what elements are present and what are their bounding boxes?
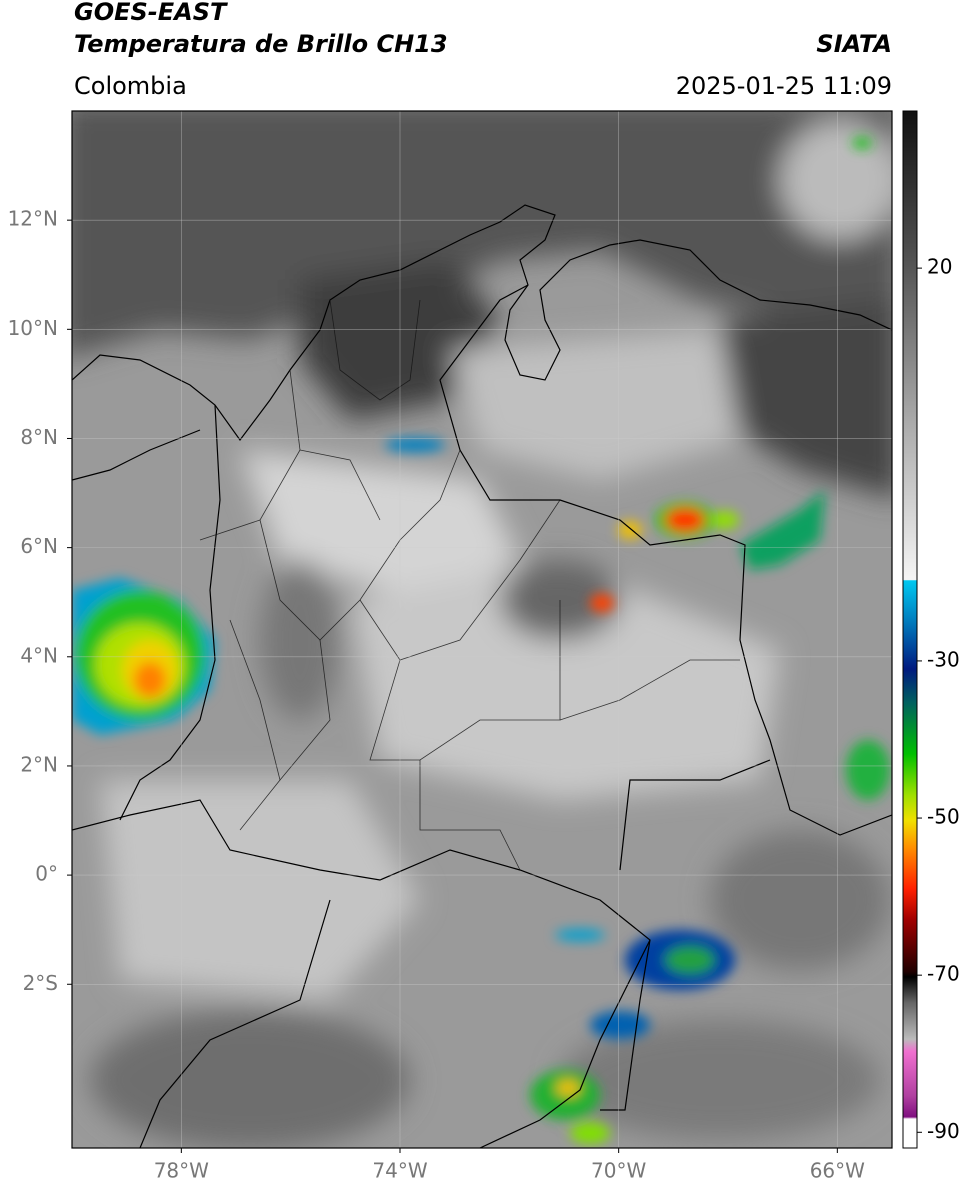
colorbar-tick-label: -90	[927, 1119, 960, 1143]
cloud-field	[72, 111, 892, 1148]
map-frame	[71, 110, 893, 1149]
borders	[72, 204, 892, 1148]
y-tick-label: 8°N	[20, 425, 58, 449]
colorbar	[902, 110, 918, 1149]
x-tick-label: 74°W	[372, 1159, 427, 1183]
y-tick-label: 4°N	[20, 643, 58, 667]
y-tick-label: 12°N	[8, 207, 58, 231]
x-tick-label: 78°W	[154, 1159, 209, 1183]
y-tick-label: 0°	[35, 862, 58, 886]
colorbar-tick-label: 20	[927, 255, 952, 279]
x-tick-label: 70°W	[591, 1159, 646, 1183]
colorbar-tick-label: -50	[927, 805, 960, 829]
datetime: 2025-01-25 11:09	[676, 72, 892, 100]
y-tick-label: 6°N	[20, 534, 58, 558]
x-tick-label: 66°W	[810, 1159, 865, 1183]
source: SIATA	[816, 30, 892, 58]
region: Colombia	[74, 72, 187, 100]
y-tick-label: 10°N	[8, 316, 58, 340]
y-tick-label: 2°S	[23, 971, 58, 995]
satellite-image	[72, 111, 892, 1148]
subtitle: Temperatura de Brillo CH13	[74, 30, 448, 58]
colorbar-tick-label: -70	[927, 962, 960, 986]
y-tick-label: 2°N	[20, 752, 58, 776]
colorbar-tick-label: -30	[927, 647, 960, 671]
title: GOES-EAST	[74, 0, 228, 26]
graticule	[72, 111, 892, 1148]
